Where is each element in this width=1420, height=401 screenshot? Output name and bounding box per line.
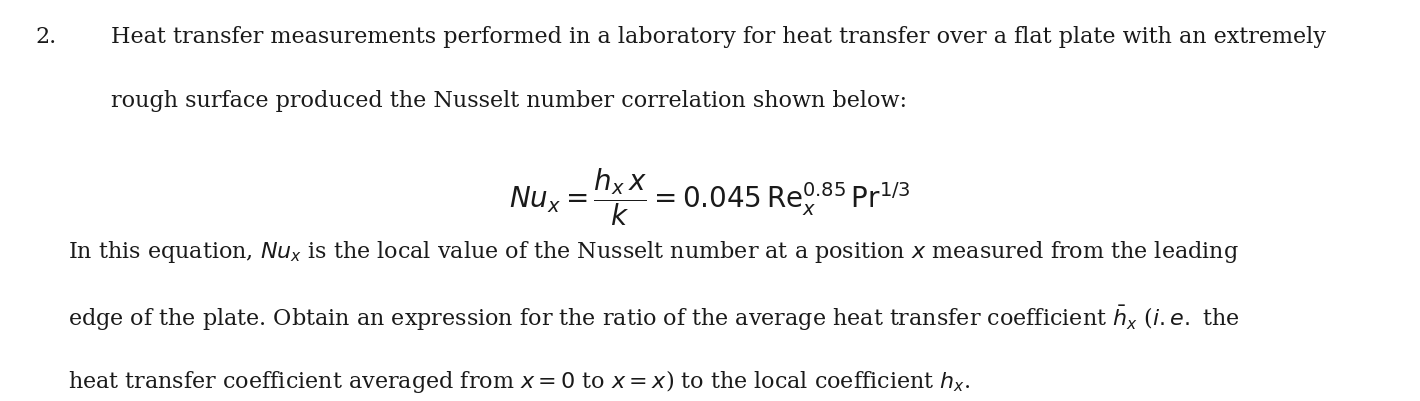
Text: $Nu_x = \dfrac{h_x\, x}{k} = 0.045\,\mathrm{Re}_x^{0.85}\,\mathrm{Pr}^{1/3}$: $Nu_x = \dfrac{h_x\, x}{k} = 0.045\,\mat…: [510, 166, 910, 228]
Text: In this equation, $Nu_x$ is the local value of the Nusselt number at a position : In this equation, $Nu_x$ is the local va…: [68, 239, 1240, 265]
Text: edge of the plate. Obtain an expression for the ratio of the average heat transf: edge of the plate. Obtain an expression …: [68, 303, 1240, 332]
Text: Heat transfer measurements performed in a laboratory for heat transfer over a fl: Heat transfer measurements performed in …: [111, 26, 1326, 48]
Text: rough surface produced the Nusselt number correlation shown below:: rough surface produced the Nusselt numbe…: [111, 90, 907, 112]
Text: heat transfer coefficient averaged from $x = 0$ to $x = x$) to the local coeffic: heat transfer coefficient averaged from …: [68, 367, 971, 394]
Text: 2.: 2.: [36, 26, 57, 48]
